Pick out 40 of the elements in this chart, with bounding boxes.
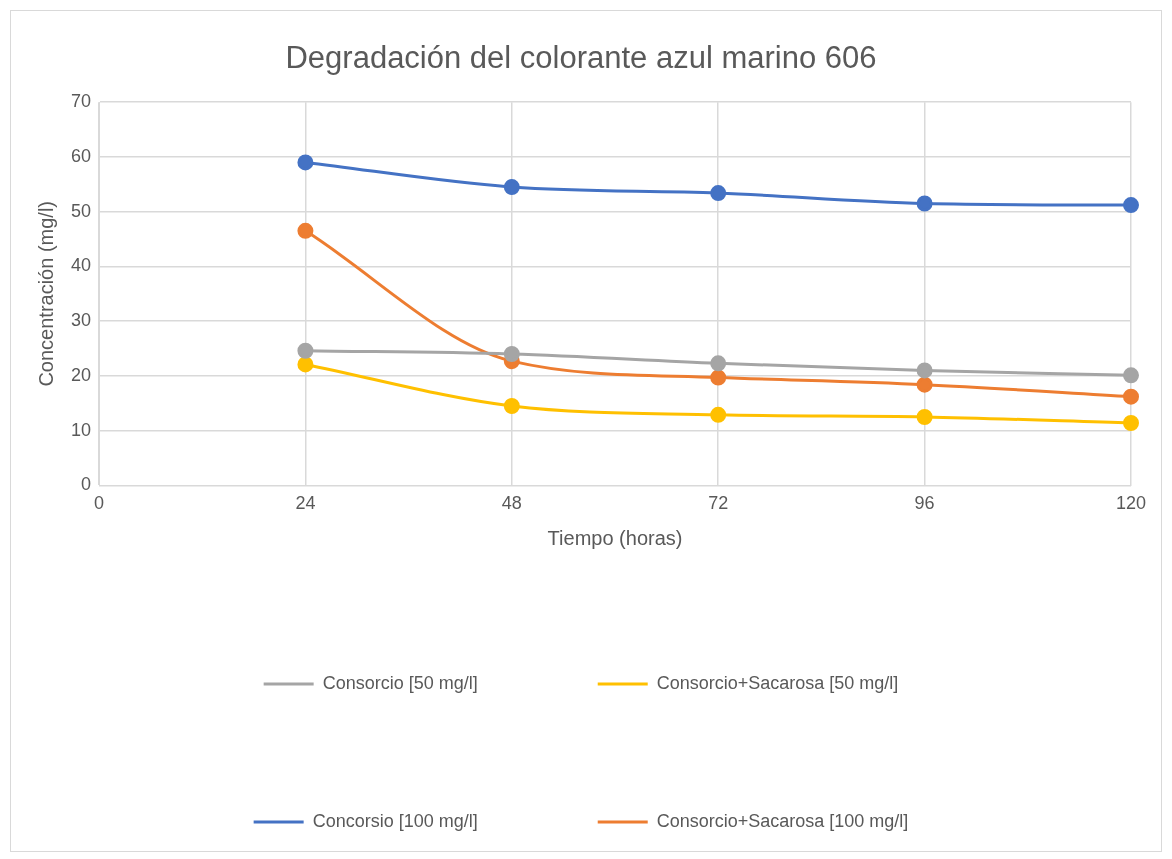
point [503,179,520,196]
point [1123,414,1139,431]
y-tick-label: 20 [70,364,92,385]
legend-label: Concorsio [100 mg/l] [312,810,478,831]
point [710,369,727,386]
legend-label: Consorcio+Sacarosa [100 mg/l] [656,810,909,831]
x-tick-label: 24 [295,493,316,514]
point [710,185,727,202]
legend-label: Consorcio+Sacarosa [50 mg/l] [656,672,899,693]
y-tick-label: 30 [70,310,92,331]
point [916,408,933,425]
point [1123,197,1139,214]
point [916,376,933,393]
y-tick-label: 0 [81,474,92,495]
y-tick-label: 60 [70,145,92,166]
x-tick-label: 48 [501,493,522,514]
point [297,356,314,373]
x-tick-label: 72 [708,493,729,514]
point [297,222,314,239]
y-axis-title: Concentración (mg/l) [34,200,57,387]
legend-label: Consorcio [50 mg/l] [322,672,478,693]
y-tick-label: 40 [70,255,92,276]
x-axis-title: Tiempo (horas) [547,526,683,549]
x-tick-label: 120 [1115,493,1147,514]
point [297,154,314,171]
point [503,398,520,415]
point [297,342,314,359]
x-tick-label: 0 [94,493,105,514]
y-tick-label: 70 [70,91,92,112]
point [503,346,520,363]
point [1123,367,1139,384]
x-tick-label: 96 [914,493,935,514]
point [710,406,727,423]
y-tick-label: 50 [70,200,92,221]
y-tick-label: 10 [70,419,92,440]
chart-title: Degradación del colorante azul marino 606 [285,40,877,76]
point [916,195,933,212]
point [1123,388,1139,405]
point [916,362,933,379]
point [710,355,727,372]
